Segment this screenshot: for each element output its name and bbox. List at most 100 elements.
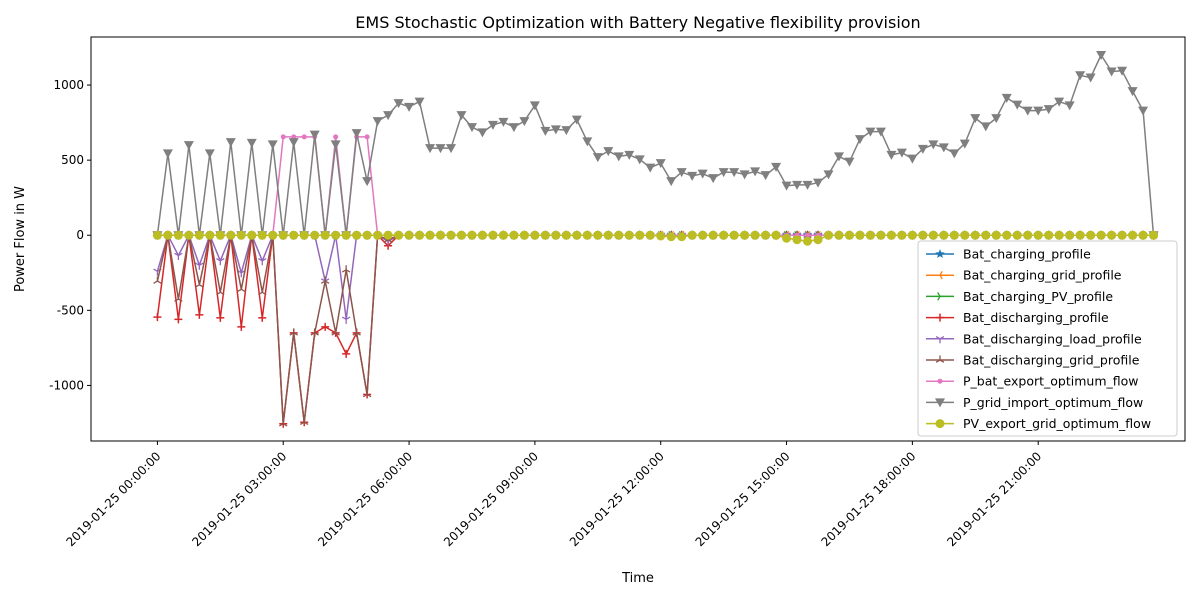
marker-spoke [153,280,158,284]
marker-spoke [289,332,295,336]
data-point [1086,230,1096,240]
data-point [362,389,372,398]
data-point [289,328,298,336]
marker-spoke [341,316,347,320]
data-point [321,322,330,331]
data-point [635,230,645,240]
legend-marker [935,355,945,363]
data-point [477,128,488,138]
data-point [928,140,939,150]
data-point [613,152,624,162]
data-point [268,230,278,240]
data-point [216,287,225,296]
y-tick-label: -500 [57,303,84,317]
data-point [614,230,624,240]
data-point [1075,230,1085,240]
x-tick-label: 2019-01-25 03:00:00 [189,449,289,549]
legend-entry: P_grid_import_optimum_flow [926,395,1143,410]
data-point [572,230,582,240]
y-tick-label: 500 [61,153,84,167]
data-point [550,125,561,135]
data-point [592,153,603,163]
data-point [291,134,297,140]
data-point [593,230,603,240]
data-point [813,235,823,245]
data-point [383,230,393,240]
marker-spoke [282,423,288,427]
data-point [184,230,194,240]
data-point [561,126,572,136]
data-point [729,168,740,178]
data-point [823,170,834,180]
x-tick-label: 2019-01-25 15:00:00 [693,449,793,549]
data-point [938,143,949,153]
data-point [918,230,928,240]
marker-spoke [219,257,225,262]
legend-entry: P_bat_export_optimum_flow [926,374,1139,389]
data-point [805,232,811,238]
data-point [310,328,319,336]
data-point [813,178,824,188]
data-point [1054,97,1065,107]
data-point [425,144,436,154]
y-axis-label: Power Flow in W [13,186,28,292]
data-point [519,117,530,127]
series-P_grid_import_optimum_flow [152,51,1159,241]
data-point [1138,230,1148,240]
marker-spoke [366,393,372,398]
data-point [677,232,687,242]
data-point [896,148,907,158]
legend-label: P_bat_export_optimum_flow [963,374,1139,389]
data-point [394,230,404,240]
data-point [415,230,425,240]
series-layer [152,51,1159,428]
data-point [425,230,435,240]
data-point [687,230,697,240]
data-point [1075,71,1086,81]
data-point [310,230,320,240]
data-point [1085,73,1096,83]
data-point [1096,230,1106,240]
marker-spoke [352,332,357,336]
marker-spoke [178,252,183,257]
marker-spoke [331,332,336,336]
legend-entry: Bat_charging_profile [926,247,1091,262]
data-point [561,230,571,240]
data-point [204,149,215,159]
marker-spoke [153,268,158,272]
marker-spoke [199,284,204,288]
data-point [247,230,257,240]
chart-title: EMS Stochastic Optimization with Battery… [355,13,920,32]
data-point [1106,67,1117,77]
data-point [333,134,339,140]
data-point [760,171,771,181]
data-point [771,230,781,240]
legend-entry: Bat_discharging_profile [926,310,1109,325]
legend-label: P_grid_import_optimum_flow [963,395,1143,410]
data-point [529,101,540,111]
data-point [194,230,204,240]
marker-spoke [261,257,267,262]
data-point [195,310,204,319]
marker-spoke [174,298,179,302]
data-point [1001,93,1012,103]
marker-spoke [935,335,941,340]
data-point [341,265,351,273]
legend-marker [936,313,944,322]
legend-entry: Bat_charging_grid_profile [926,268,1122,283]
data-point [280,134,286,140]
marker-spoke [939,274,943,280]
data-point [666,177,677,187]
data-point [1044,230,1054,240]
data-point [279,419,288,427]
data-point [907,154,918,164]
marker-spoke [383,239,389,243]
data-point [215,230,225,240]
data-point [174,294,183,302]
data-point [362,230,372,240]
data-point [645,163,656,173]
data-point [833,152,844,162]
data-point [299,417,309,426]
data-point [634,155,645,165]
